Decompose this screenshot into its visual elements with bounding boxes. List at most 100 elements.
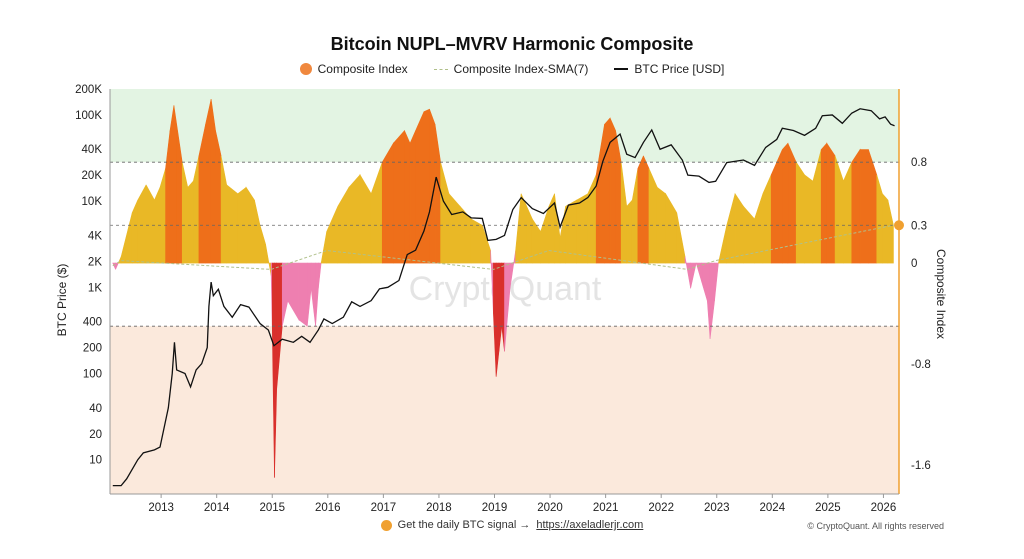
y-right-tick-label: 0.3 [911,220,927,232]
composite-area-segment [637,155,644,264]
y-left-tick-label: 100 [83,369,102,381]
composite-area-segment [115,262,119,270]
composite-area-segment [868,149,878,264]
legend-item-composite-index[interactable]: Composite Index [299,62,408,76]
composite-area-segment [187,180,194,264]
composite-area-segment [181,162,189,264]
composite-area-segment [643,155,650,264]
composite-area-segment [820,142,828,264]
y-left-tick-label: 2K [88,256,102,268]
composite-area-segment [734,192,744,264]
composite-area-segment [326,206,339,264]
y-left-tick-label: 1K [88,282,102,294]
signal-icon [380,519,392,531]
x-tick-label: 2014 [204,502,230,514]
composite-area-segment [526,206,533,264]
composite-area-segment [843,162,853,264]
composite-area-segment [726,193,736,264]
composite-area-segment [318,262,322,289]
composite-area-segment [876,174,883,264]
composite-area-segment [226,184,239,264]
x-tick-label: 2022 [648,502,674,514]
composite-area-segment [423,108,430,264]
composite-area-segment [882,192,889,264]
composite-area-segment [648,168,658,264]
composite-area-segment [826,142,836,264]
composite-area-segment [676,212,686,264]
y-right-tick-label: -0.8 [911,359,931,371]
y-left-tick-label: 20K [82,170,103,182]
x-tick-label: 2026 [871,502,897,514]
composite-area-segment [205,99,212,264]
composite-area-segment [576,193,589,264]
left-axis-ticks: 10 20 40 100 200 400 1K 2K 4K 10K 20K 40K 100K 200K [75,84,102,467]
right-axis-ticks: -1.6 -0.8 0 0.3 0.8 [911,157,931,472]
composite-area-segment [665,192,678,264]
footer-link[interactable]: https://axeladlerjr.com [536,519,644,531]
composite-area-segment [145,184,155,264]
composite-area-segment [193,155,200,264]
composite-area-segment [315,262,319,327]
legend-item-composite-sma[interactable]: Composite Index-SMA(7) [433,62,589,76]
y-right-title: Composite Index [934,249,948,339]
x-tick-label: 2020 [537,502,563,514]
composite-area-segment [131,199,139,264]
composite-area-segment [320,231,327,264]
composite-area-segment [481,225,491,264]
sma-path [112,224,894,270]
y-right-tick-label: 0 [911,258,917,270]
legend-dash-icon [433,68,448,70]
composite-area-segment [306,262,312,327]
legend-line-icon [614,68,629,70]
composite-area-segment [718,225,728,264]
composite-index-areas [112,99,894,478]
x-tick-label: 2013 [148,502,174,514]
x-axis-ticks: 2013 2014 2015 2016 2017 2018 2019 2020 2021 2022… [148,494,896,514]
x-tick-label: 2017 [371,502,397,514]
composite-area-segment [173,105,177,264]
x-tick-label: 2018 [426,502,452,514]
composite-area-segment [812,149,822,264]
x-tick-label: 2019 [482,502,508,514]
composite-area-segment [370,162,383,264]
legend-item-btc-price[interactable]: BTC Price [USD] [614,62,724,76]
legend-label: Composite Index-SMA(7) [453,62,589,76]
composite-area-segment [604,117,611,264]
x-tick-label: 2021 [593,502,619,514]
y-left-tick-label: 400 [83,317,102,329]
y-left-tick-label: 40K [82,144,103,156]
legend-label: BTC Price [USD] [634,62,725,76]
copyright-text: © CryptoQuant. All rights reserved [807,521,944,531]
x-tick-label: 2024 [760,502,786,514]
y-left-tick-label: 4K [88,230,102,242]
y-right-tick-label: -1.6 [911,460,931,472]
footer: Get the daily BTC signal → https://axela… [0,519,1024,531]
y-left-title: BTC Price ($) [55,264,69,337]
composite-area-segment [631,168,639,264]
composite-area-segment [287,262,300,321]
composite-area-segment [459,205,472,264]
y-left-tick-label: 20 [89,429,102,441]
zone-bands [110,89,899,494]
composite-area-segment [859,149,869,264]
composite-area-segment [684,256,691,289]
composite-area-segment [159,168,166,264]
legend-label: Composite Index [317,62,408,76]
composite-area-segment [448,192,461,264]
btc-price-path [112,108,895,487]
chart-title: Bitcoin NUPL–MVRV Harmonic Composite [330,34,694,54]
composite-area-segment [281,262,289,327]
composite-area-segment [310,262,316,327]
composite-area-segment [520,193,528,264]
composite-area-segment [626,199,633,264]
composite-area-segment [440,162,450,264]
composite-sma-line [112,224,894,270]
composite-area-segment [851,148,861,264]
composite-area-segment [169,105,175,264]
composite-area-segment [381,142,394,264]
composite-area-segment [834,155,844,264]
composite-area-segment [762,174,772,264]
x-tick-label: 2025 [815,502,841,514]
composite-area-segment [254,199,261,264]
